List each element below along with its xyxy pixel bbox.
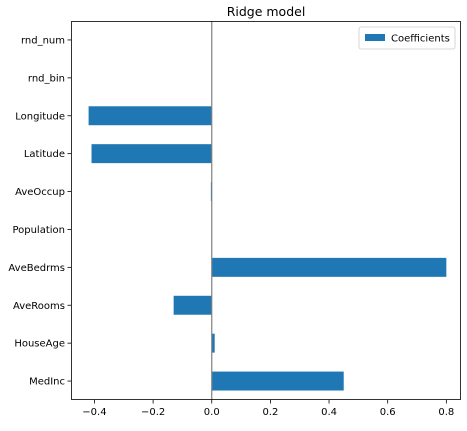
chart-title: Ridge model — [227, 4, 306, 19]
bar-averooms — [173, 295, 212, 315]
bar-avebedrms — [211, 257, 447, 277]
y-axis: MedInc HouseAge AveRooms AveBedrms Populatio… — [8, 35, 71, 388]
y-tick-label: Population — [12, 225, 65, 236]
legend-swatch — [365, 34, 385, 41]
plot-frame — [71, 21, 461, 400]
y-tick-label: rnd_num — [21, 35, 65, 46]
y-tick-label: AveRooms — [13, 301, 65, 312]
x-tick-label: 0.8 — [438, 407, 454, 418]
bar-medinc — [211, 371, 344, 391]
bar-longitude — [88, 106, 212, 126]
y-tick-label: rnd_bin — [28, 73, 65, 84]
x-tick-label: 0.0 — [204, 407, 220, 418]
x-tick-label: 0.2 — [262, 407, 278, 418]
x-tick-label: −0.2 — [141, 407, 165, 418]
y-tick-label: HouseAge — [14, 339, 65, 350]
bar-latitude — [91, 144, 212, 164]
y-tick-label: Latitude — [24, 149, 65, 160]
x-tick-label: −0.4 — [82, 407, 106, 418]
y-tick-label: Longitude — [15, 111, 65, 122]
y-tick-label: MedInc — [29, 377, 65, 388]
x-axis: −0.4 −0.2 0.0 0.2 0.4 0.6 0.8 — [82, 400, 454, 418]
y-tick-label: AveOccup — [15, 187, 65, 198]
x-tick-label: 0.4 — [321, 407, 337, 418]
legend: Coefficients — [358, 26, 456, 50]
bar-houseage — [211, 333, 215, 353]
axes-frame — [71, 21, 461, 400]
legend-label: Coefficients — [391, 34, 450, 45]
x-tick-label: 0.6 — [380, 407, 396, 418]
legend-box — [358, 26, 456, 50]
bars-layer — [88, 106, 447, 391]
y-tick-label: AveBedrms — [8, 263, 65, 274]
